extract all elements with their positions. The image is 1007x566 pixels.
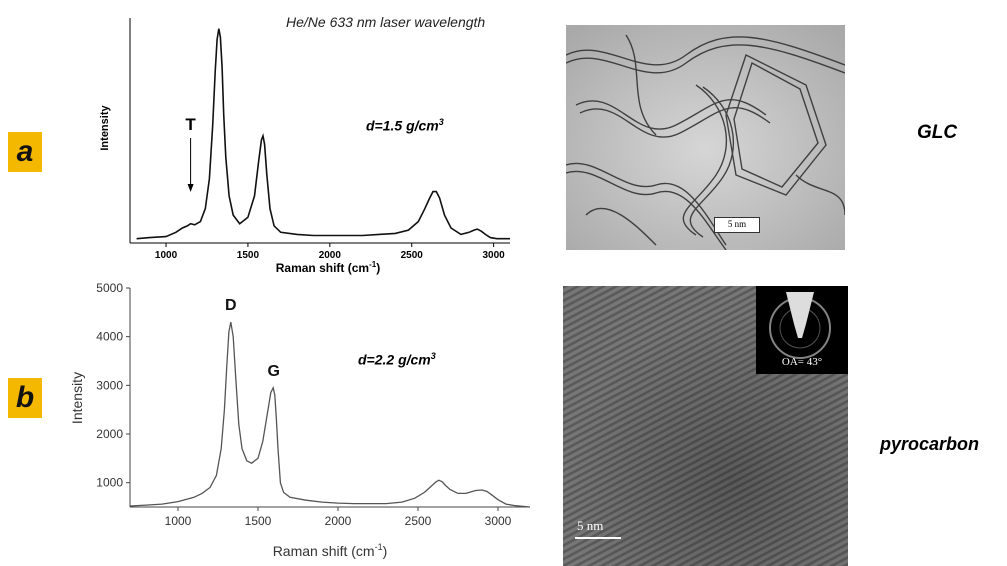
panel-label-b: b — [8, 378, 42, 418]
x-tick-label: 1500 — [245, 514, 272, 528]
material-label-pyrocarbon: pyrocarbon — [880, 434, 980, 454]
x-axis-label-text: Raman shift (cm — [273, 543, 375, 559]
x-axis-label-close: ) — [383, 543, 388, 559]
tem-image-pyrocarbon: OA= 43° 5 nm — [563, 286, 848, 566]
annotation-label: T — [185, 115, 196, 134]
y-axis-label: Intensity — [99, 105, 111, 151]
annotation-label: D — [225, 297, 237, 314]
y-axis-label: Intensity — [69, 372, 85, 424]
x-tick-label: 2500 — [405, 514, 432, 528]
x-axis-label: Raman shift (cm-1) — [276, 260, 380, 275]
x-tick-label: 1000 — [155, 250, 178, 261]
tem-image-glc: 5 nm — [566, 25, 845, 250]
y-tick-label: 5000 — [96, 281, 123, 295]
x-axis-label-text: Raman shift (cm — [276, 261, 369, 275]
y-tick-label: 2000 — [96, 427, 123, 441]
annotation-label: G — [267, 363, 279, 380]
diffraction-pattern — [769, 292, 831, 359]
material-label-glc: GLC — [917, 122, 958, 143]
x-tick-label: 2000 — [325, 514, 352, 528]
density-sup: 3 — [438, 117, 444, 127]
spectrum-line — [129, 321, 531, 508]
density-text: d=1.5 g/cm — [366, 117, 439, 134]
y-tick-label: 3000 — [96, 378, 123, 392]
annotation-arrowhead — [187, 184, 194, 192]
scale-bar: 5 nm — [714, 217, 760, 233]
density-label-b: d=2.2 g/cm3 — [358, 351, 436, 368]
spectrum-line — [136, 28, 510, 240]
x-tick-label: 2000 — [319, 250, 342, 261]
tem-texture — [566, 25, 845, 250]
scale-bar-label: 5 nm — [577, 518, 604, 533]
x-tick-label: 3000 — [485, 514, 512, 528]
diffraction-inset: OA= 43° — [756, 286, 848, 374]
x-axis-label-close: ) — [376, 261, 380, 275]
y-tick-label: 4000 — [96, 330, 123, 344]
x-tick-label: 2500 — [401, 250, 424, 261]
inset-label: OA= 43° — [781, 356, 823, 368]
x-axis-label-sup: -1 — [375, 542, 383, 552]
density-label-a: d=1.5 g/cm3 — [366, 117, 444, 134]
x-tick-label: 1000 — [165, 514, 192, 528]
density-sup: 3 — [430, 351, 436, 361]
x-axis-label: Raman shift (cm-1) — [273, 542, 388, 559]
raman-chart-a: 1000 1500 2000 2500 3000 T Intensity Raman s… — [99, 18, 510, 275]
x-tick-label: 3000 — [482, 250, 505, 261]
scale-bar — [575, 537, 621, 539]
laser-caption: He/Ne 633 nm laser wavelength — [286, 14, 486, 30]
density-text: d=2.2 g/cm — [358, 351, 431, 368]
panel-label-a: a — [8, 132, 42, 172]
raman-chart-b: 1000 1500 2000 2500 3000 1000 2000 3000 4000 5000… — [69, 281, 531, 559]
x-tick-label: 1500 — [237, 250, 260, 261]
x-axis-label-sup: -1 — [369, 260, 377, 269]
y-tick-label: 1000 — [96, 476, 123, 490]
